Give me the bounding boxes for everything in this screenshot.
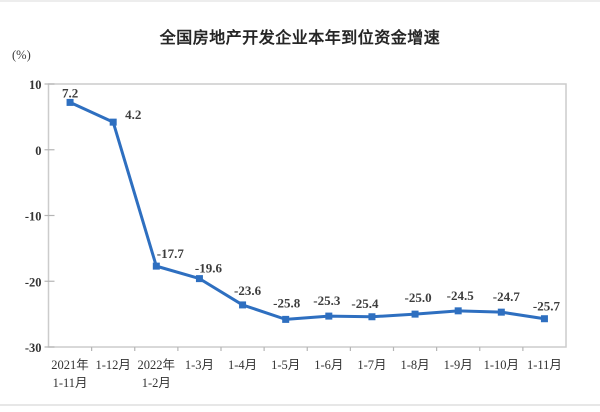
data-label: -25.3 [313, 293, 341, 308]
y-tick-label: 10 [29, 78, 42, 92]
data-point-marker [282, 315, 290, 323]
data-point-marker [325, 312, 333, 320]
y-tick-label: -20 [25, 275, 42, 289]
x-tick-label: 1-11月 [527, 358, 562, 372]
y-tick-label: -30 [25, 341, 42, 355]
page-divider [0, 404, 600, 406]
x-tick-label: 1-7月 [357, 358, 386, 372]
data-label: -17.7 [157, 246, 185, 261]
data-label: -25.7 [533, 299, 561, 314]
data-label: -23.6 [234, 283, 262, 298]
data-label: -24.5 [447, 288, 475, 303]
data-point-marker [368, 313, 376, 321]
data-point-marker [454, 307, 462, 315]
page-top-edge [0, 0, 600, 2]
y-tick-label: -10 [25, 210, 42, 224]
data-point-marker [540, 315, 548, 323]
data-label: 4.2 [125, 107, 141, 122]
x-tick-label: 1-8月 [400, 358, 429, 372]
x-tick-label: 1-12月 [95, 358, 130, 372]
chart-title: 全国房地产开发企业本年到位资金增速 [159, 30, 441, 47]
data-point-marker [66, 98, 74, 106]
x-tick-label: 1-10月 [484, 358, 519, 372]
x-tick-label: 1-5月 [271, 358, 300, 372]
data-label: -25.4 [351, 296, 379, 311]
x-tick-label: 2022年 1-2月 [138, 358, 176, 390]
data-point-marker [195, 275, 203, 283]
x-tick-label: 1-3月 [185, 358, 214, 372]
y-tick-label: 0 [35, 144, 41, 158]
data-label: 7.2 [62, 85, 78, 100]
x-tick-label: 1-6月 [314, 358, 343, 372]
data-label: -25.8 [273, 295, 301, 310]
data-label: -25.0 [405, 290, 432, 305]
y-axis-unit-label: (%) [12, 48, 31, 62]
data-label: -19.6 [195, 261, 223, 276]
x-tick-label: 1-4月 [228, 358, 257, 372]
x-tick-label: 1-9月 [444, 358, 473, 372]
x-tick-label: 2021年 1-11月 [51, 358, 89, 390]
data-point-marker [497, 308, 505, 316]
data-label: -24.7 [493, 289, 521, 304]
data-point-marker [239, 301, 247, 309]
data-point-marker [152, 262, 160, 270]
trend-line [68, 100, 546, 321]
plot-area-border [47, 83, 567, 348]
data-point-marker [411, 310, 419, 318]
data-point-marker [109, 118, 117, 126]
